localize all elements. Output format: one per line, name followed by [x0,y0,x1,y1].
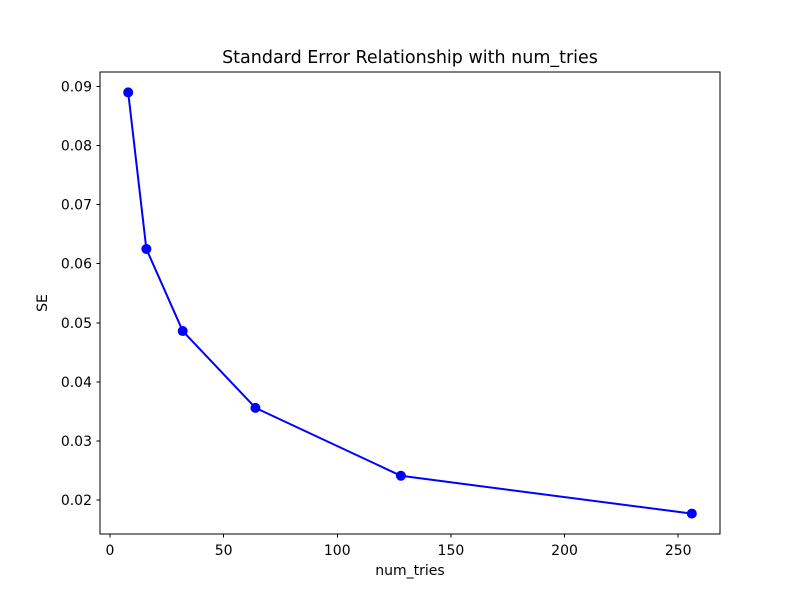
y-tick-label: 0.02 [61,493,92,509]
x-tick-label: 0 [106,543,115,559]
x-tick-label: 200 [551,543,578,559]
y-axis-ticks: 0.02 0.03 0.04 0.05 0.06 0.07 0.08 0.09 [61,80,100,509]
y-axis-label: SE [35,294,51,312]
y-tick-label: 0.09 [61,80,92,96]
x-tick-label: 50 [215,543,233,559]
data-point-marker [686,508,697,519]
chart-title: Standard Error Relationship with num_tri… [222,48,598,68]
x-axis-ticks: 0 50 100 150 200 250 [106,534,692,559]
series-line [127,91,693,515]
data-series [123,87,697,519]
y-tick-label: 0.04 [61,375,92,391]
y-tick-label: 0.08 [61,139,92,155]
y-tick-label: 0.07 [61,198,92,214]
x-tick-label: 150 [438,543,465,559]
y-tick-label: 0.03 [61,434,92,450]
data-point-marker [141,243,152,254]
data-point-marker [250,402,261,413]
data-point-marker [177,326,188,337]
y-tick-label: 0.06 [61,257,92,273]
x-axis-label: num_tries [375,563,444,579]
x-tick-label: 250 [665,543,692,559]
y-tick-label: 0.05 [61,316,92,332]
x-tick-label: 100 [324,543,351,559]
plot-area-border [99,71,721,535]
data-point-marker [123,87,134,98]
data-point-marker [395,470,406,481]
